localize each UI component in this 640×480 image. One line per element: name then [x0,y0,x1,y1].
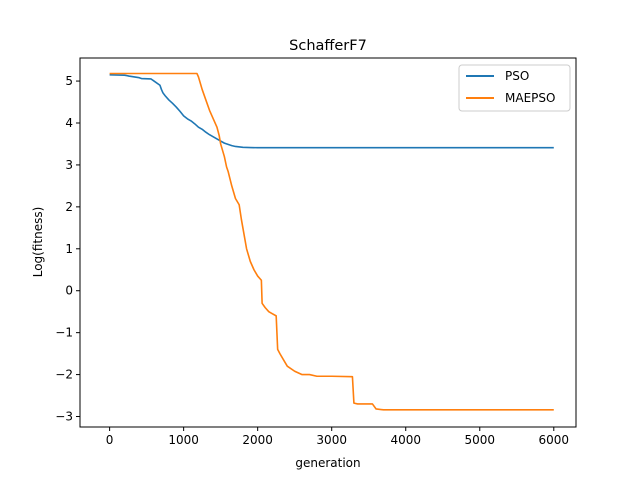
legend-label-pso: PSO [505,69,529,83]
y-tick-label: −1 [55,326,73,340]
x-tick-label: 6000 [539,433,570,447]
axes-frame [79,57,577,428]
y-tick-label: 4 [65,116,73,130]
x-tick-label: 1000 [168,433,199,447]
chart-title: SchafferF7 [289,38,367,54]
x-tick-label: 2000 [242,433,273,447]
x-tick-label: 5000 [464,433,495,447]
series-line-pso [109,73,554,149]
y-tick-label: −3 [55,410,73,424]
x-tick-label: 4000 [390,433,421,447]
ticks-layer: 0 1000 2000 3000 4000 5000 6000 −3 −2 −1 0 1 2 3 4 5 [55,74,569,447]
y-tick-label: 5 [65,74,73,88]
x-axis-label: generation [295,456,360,470]
legend: PSO MAEPSO [458,64,571,112]
series-layer [109,72,554,411]
y-tick-label: 2 [65,200,73,214]
legend-label-maepso: MAEPSO [505,91,555,105]
x-tick-label: 3000 [316,433,347,447]
y-tick-label: 1 [65,242,73,256]
y-tick-label: −2 [55,368,73,382]
y-tick-label: 3 [65,158,73,172]
x-tick-label: 0 [106,433,114,447]
series-line-maepso [109,72,554,411]
y-tick-label: 0 [65,284,73,298]
plot-area [109,72,554,411]
y-axis-label: Log(fitness) [31,207,45,278]
